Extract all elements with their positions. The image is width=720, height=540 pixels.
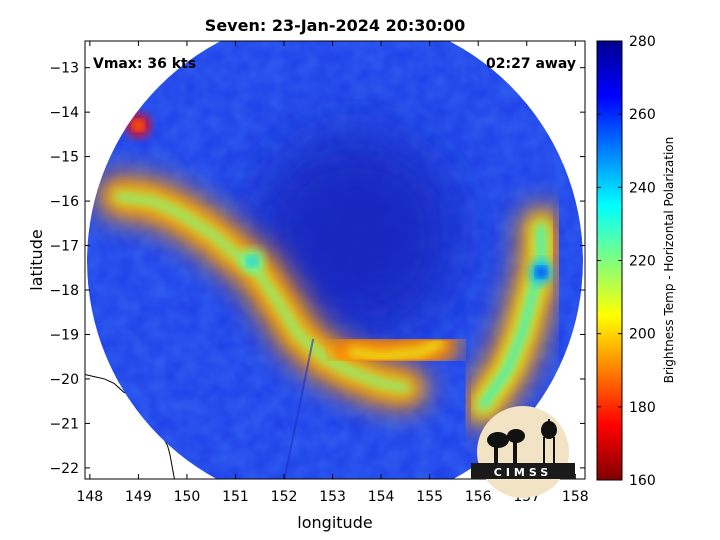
hot-spot-east (536, 267, 547, 278)
vmax-annotation: Vmax: 36 kts (93, 56, 196, 72)
y-tick-label: −14 (49, 105, 79, 121)
colorbar-tick-label: 160 (629, 473, 656, 489)
swath-seam (283, 338, 315, 479)
dish-stand-2 (513, 442, 517, 464)
y-tick-label: −18 (49, 283, 79, 299)
colorbar-label: Brightness Temp - Horizontal Polarizatio… (662, 137, 676, 384)
water-tower-icon (541, 421, 557, 439)
y-axis-label: latitude (27, 229, 46, 290)
tower-pole (548, 419, 550, 423)
colorbar-tick-label: 180 (629, 400, 656, 416)
x-tick-label: 149 (125, 489, 152, 505)
satellite-dish-icon-2 (507, 429, 525, 443)
tower-leg-1 (543, 437, 545, 464)
colorbar-tick-label: 200 (629, 327, 656, 343)
time-away-annotation: 02:27 away (486, 56, 576, 72)
x-tick-label: 158 (562, 489, 589, 505)
colorbar-tick-label: 220 (629, 254, 656, 270)
eastern-convection (478, 223, 546, 411)
y-tick-label: −20 (49, 372, 79, 388)
x-tick-label: 155 (416, 489, 443, 505)
x-tick-label: 150 (174, 489, 201, 505)
x-tick-label: 154 (368, 489, 395, 505)
y-tick-label: −16 (49, 194, 79, 210)
colorbar-tick-label: 280 (629, 34, 656, 50)
x-tick-label: 152 (271, 489, 298, 505)
y-tick-label: −13 (49, 61, 79, 77)
swath-eye-region (250, 131, 460, 342)
chart-title: Seven: 23-Jan-2024 20:30:00 (205, 16, 465, 35)
colorbar-tick-label: 240 (629, 180, 656, 196)
y-tick-label: −22 (49, 461, 79, 477)
hot-spot-west (247, 256, 258, 267)
logo-ground (471, 463, 575, 479)
y-tick-label: −15 (49, 150, 79, 166)
y-tick-label: −21 (49, 416, 79, 432)
logo-text: CIMSS (494, 466, 552, 479)
y-tick-label: −17 (49, 239, 79, 255)
colorbar: 160 180 200 220 240 260 280 Brightness Temp - … (596, 34, 676, 489)
logo-disc (477, 406, 569, 498)
plot-frame (84, 40, 586, 480)
y-tick-label: −19 (49, 327, 79, 343)
tower-leg-2 (553, 437, 555, 464)
microwave-swath (87, 41, 583, 479)
southern-arc (347, 338, 444, 362)
x-tick-label: 148 (76, 489, 103, 505)
dish-stand (494, 446, 498, 464)
x-tick-label: 156 (465, 489, 492, 505)
colorbar-tick-label: 260 (629, 107, 656, 123)
cimss-logo: CIMSS (471, 406, 575, 498)
northwest-patch (133, 120, 144, 131)
x-tick-label: 153 (319, 489, 346, 505)
satellite-dish-icon (487, 432, 509, 448)
plot-area (85, 41, 585, 479)
x-tick-label: 151 (222, 489, 249, 505)
x-axis-label: longitude (297, 513, 372, 532)
